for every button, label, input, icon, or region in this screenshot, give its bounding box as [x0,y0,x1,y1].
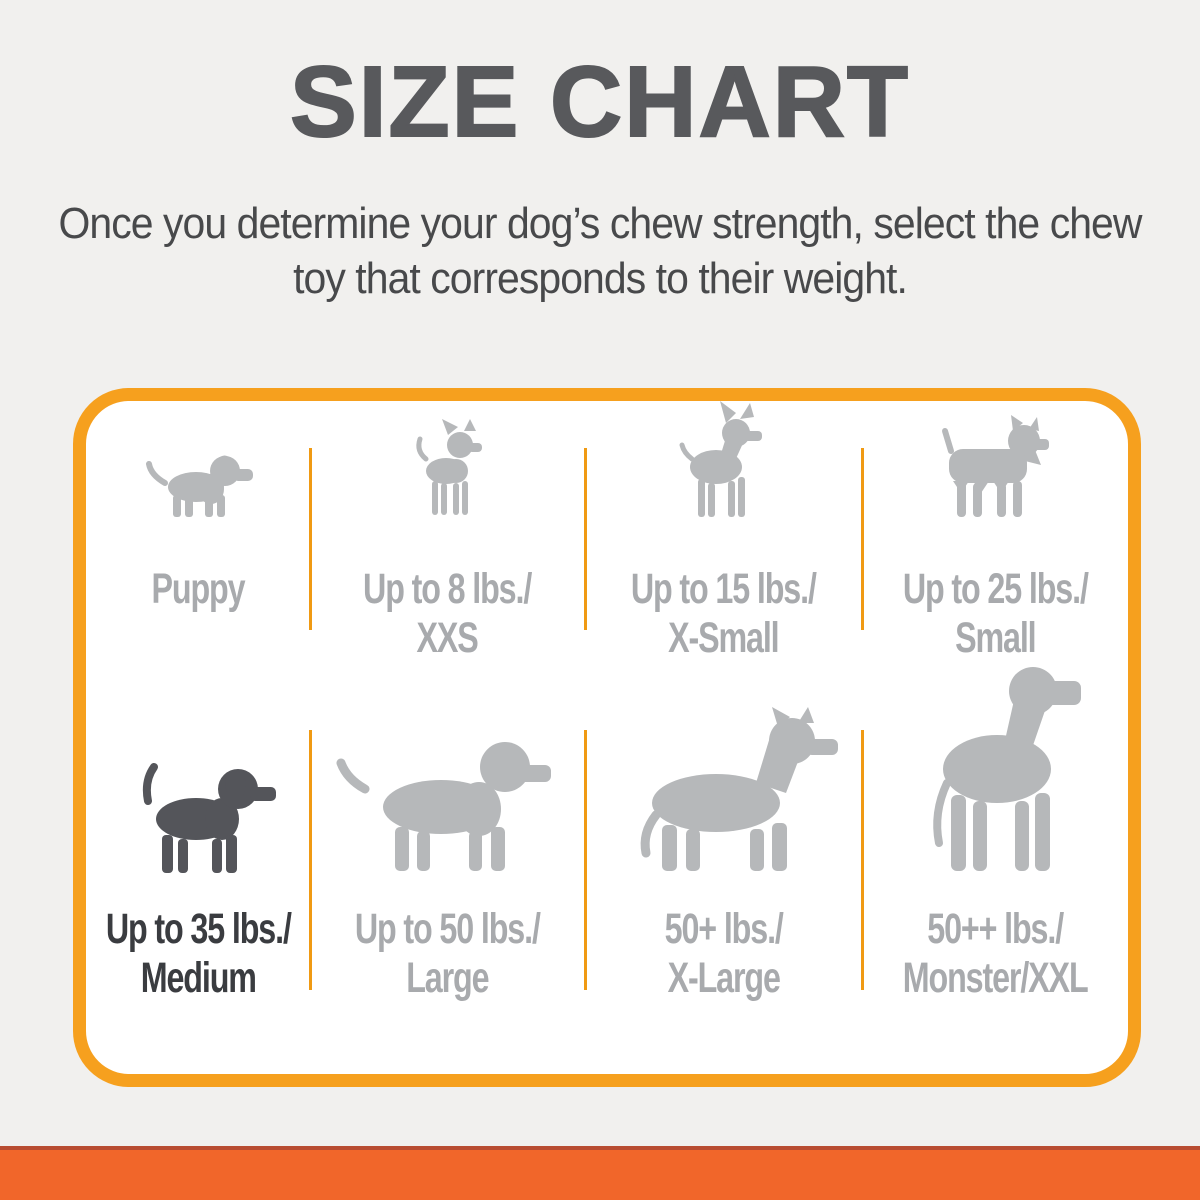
beagle-silhouette-icon [118,753,278,875]
size-cell-xxs: Up to 8 lbs./ XXS [310,401,585,690]
size-label-line-2: X-Large [667,954,780,1002]
miniature-pinscher-silhouette-icon [676,401,771,519]
size-label-line-1: 50++ lbs./ [927,905,1064,953]
size-label-line-1: Up to 15 lbs./ [631,565,817,613]
size-chart-panel: Puppy [73,388,1141,1087]
column-divider [584,730,587,990]
dog-image-box [118,690,278,875]
size-label-line-2: X-Small [668,614,780,662]
great-dane-silhouette-icon [909,657,1081,875]
size-label-line-1: 50+ lbs./ [664,905,783,953]
size-label: Up to 15 lbs./ X-Small [631,565,817,663]
size-label-line-2: XXS [416,614,479,662]
size-cell-x-large: 50+ lbs./ X-Large [585,690,862,1074]
column-divider [584,448,587,630]
subtitle: Once you determine your dog’s chew stren… [42,196,1158,306]
size-label-line-1: Up to 8 lbs./ [363,565,532,613]
size-label: Up to 35 lbs./ Medium [105,905,292,1003]
column-divider [309,730,312,990]
size-label: Up to 8 lbs./ XXS [363,565,532,663]
size-cell-monster-xxl: 50++ lbs./ Monster/XXL [862,667,1128,1074]
dog-image-box [141,429,256,519]
size-label-line-1: Up to 35 lbs./ [105,905,292,953]
size-label: Up to 50 lbs./ Large [355,905,541,1003]
size-cell-x-small: Up to 15 lbs./ X-Small [585,401,862,690]
size-label-line-2: Small [954,614,1037,662]
dog-image-box [606,690,841,875]
footer-bar [0,1150,1200,1200]
column-divider [861,448,864,630]
size-label-line-1: Up to 25 lbs./ [902,565,1089,613]
size-label: 50+ lbs./ X-Large [664,905,783,1003]
terrier-silhouette-icon [939,415,1051,519]
size-cell-large: Up to 50 lbs./ Large [310,690,585,1074]
size-label: 50++ lbs./ Monster/XXL [902,905,1089,1003]
size-label-line-1: Puppy [151,565,246,613]
dog-image-box [909,667,1081,875]
subtitle-line-2: chew toy that corresponds to their weigh… [293,199,1142,303]
size-label-line-2: Large [406,954,489,1002]
labrador-puppy-silhouette-icon [141,447,256,519]
footer-accent-line [0,1146,1200,1150]
size-grid: Puppy [86,401,1128,1074]
size-label: Up to 25 lbs./ Small [902,565,1089,663]
size-label: Puppy [151,565,246,614]
page-title: SIZE CHART [289,46,910,158]
cattle-dog-silhouette-icon [606,707,841,875]
dog-image-box [676,401,771,519]
size-label-line-2: Monster/XXL [902,954,1089,1002]
chihuahua-silhouette-icon [412,419,484,519]
size-label-line-1: Up to 50 lbs./ [355,905,541,953]
subtitle-line-1: Once you determine your dog’s chew stren… [58,199,1040,248]
labrador-silhouette-icon [333,725,563,875]
size-label-line-2: Medium [140,954,256,1002]
dog-image-box [333,690,563,875]
size-cell-puppy: Puppy [86,401,310,690]
size-cell-small: Up to 25 lbs./ Small [862,401,1128,690]
column-divider [309,448,312,630]
dog-image-box [939,415,1051,519]
column-divider [861,730,864,990]
dog-image-box [412,419,484,519]
size-cell-medium: Up to 35 lbs./ Medium [86,690,310,1074]
